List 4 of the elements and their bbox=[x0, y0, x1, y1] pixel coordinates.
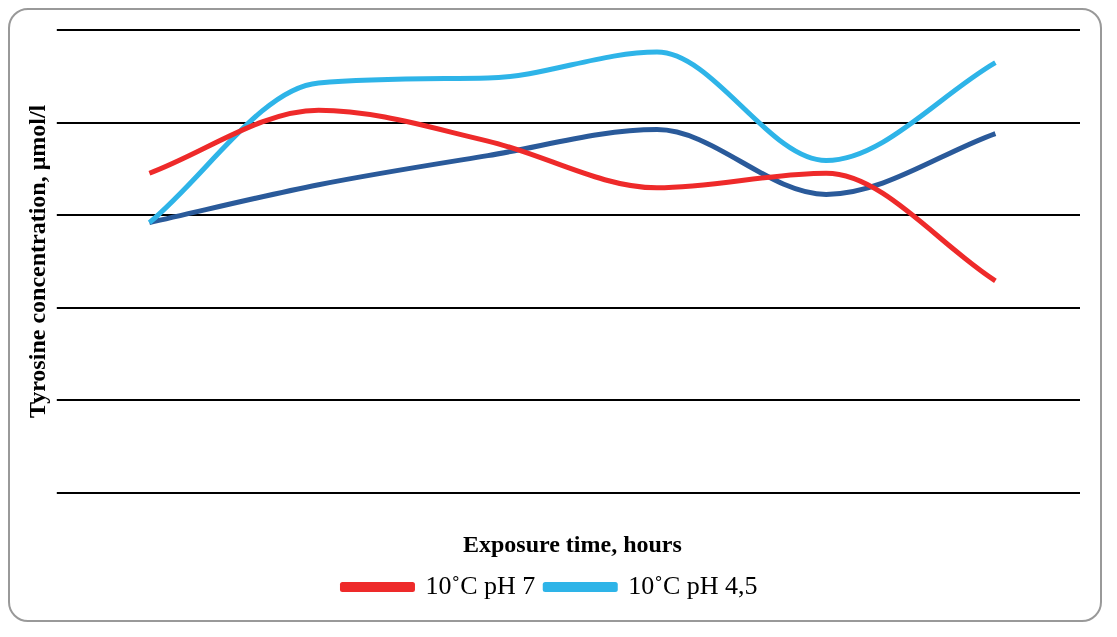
legend-label: 10˚C pH 7 bbox=[425, 570, 536, 600]
y-axis-title: Tyrosine concentration, μmol/l bbox=[23, 104, 50, 419]
legend-label: 10˚C pH 4,5 bbox=[628, 570, 758, 600]
x-axis-title: Exposure time, hours bbox=[462, 530, 682, 557]
